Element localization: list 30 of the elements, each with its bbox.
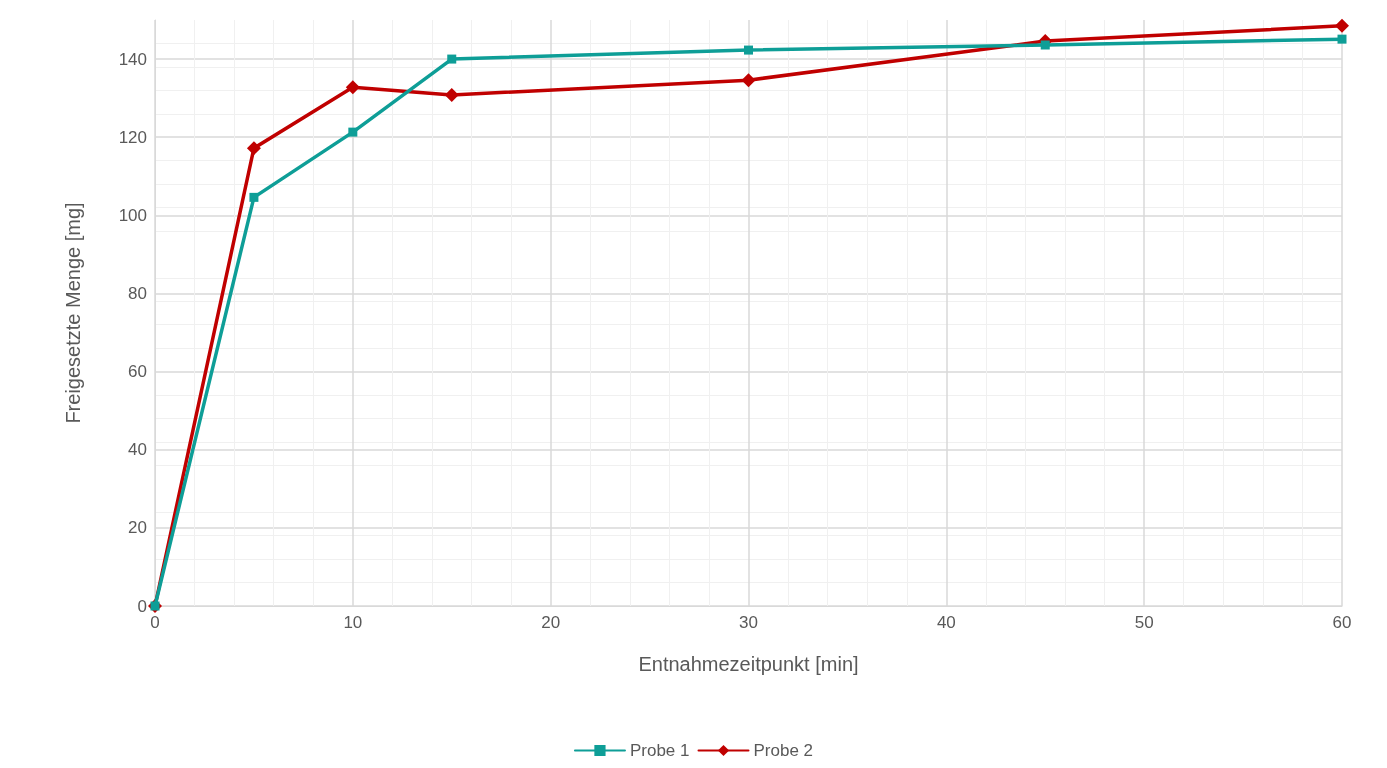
- point: [744, 45, 753, 55]
- x-tick-label: 60: [1332, 613, 1352, 632]
- y-tick-label: 100: [118, 205, 147, 225]
- y-tick-label: 140: [118, 49, 147, 69]
- y-tick-label: 20: [128, 518, 147, 538]
- y-tick-label: 120: [118, 127, 147, 147]
- y-axis-title: Freigesetzte Menge [mg]: [62, 202, 84, 424]
- x-tick-label: 30: [739, 613, 758, 632]
- x-tick-label: 0: [150, 613, 160, 632]
- x-tick-label: 50: [1134, 613, 1154, 632]
- point: [444, 88, 459, 103]
- point: [1335, 18, 1349, 33]
- legend-label: Probe 2: [753, 741, 814, 760]
- y-tick-label: 60: [128, 362, 147, 382]
- x-tick-label: 40: [936, 613, 956, 632]
- y-tick-label: 0: [137, 596, 147, 616]
- legend-label: Probe 1: [629, 741, 690, 760]
- point: [348, 127, 358, 137]
- x-axis-title: Entnahmezeitpunkt [min]: [638, 653, 859, 675]
- x-tick-label: 10: [343, 613, 363, 632]
- point: [1040, 40, 1050, 50]
- y-tick-label: 80: [128, 283, 147, 303]
- point: [1337, 34, 1347, 44]
- point: [345, 80, 360, 95]
- point: [249, 192, 259, 202]
- y-tick-label: 40: [128, 440, 147, 460]
- point: [447, 54, 457, 64]
- point: [741, 73, 756, 88]
- point: [246, 141, 261, 156]
- x-tick-label: 20: [541, 613, 561, 632]
